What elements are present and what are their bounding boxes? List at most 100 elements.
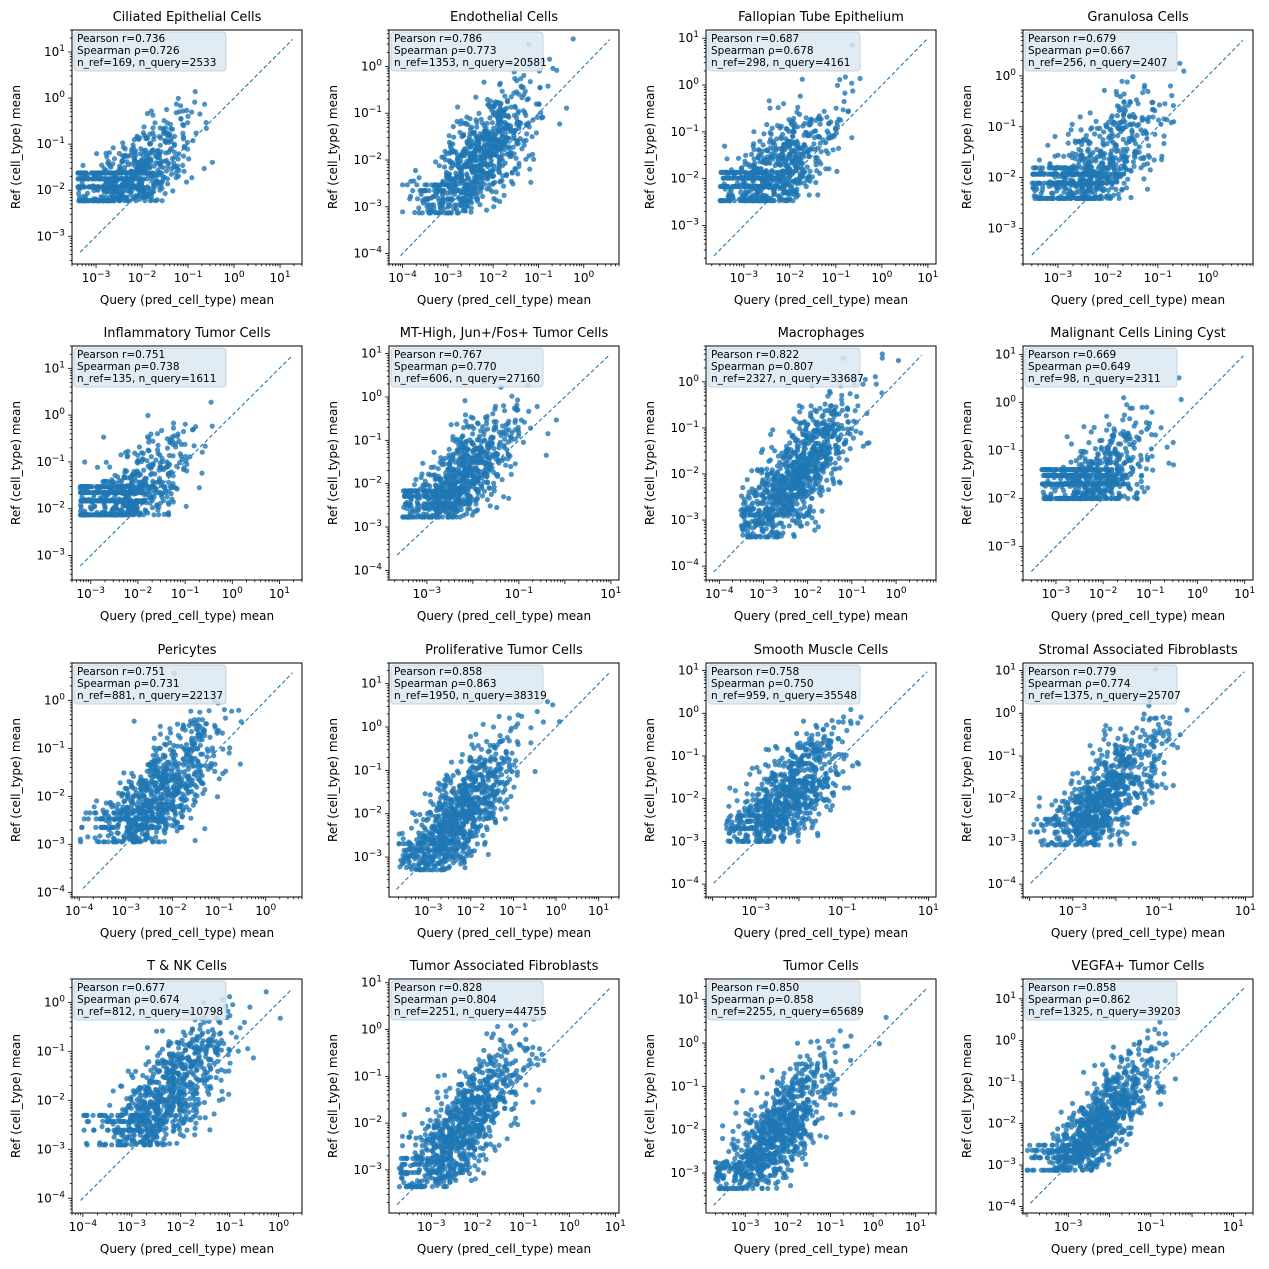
data-point	[775, 105, 781, 111]
data-point	[512, 461, 518, 467]
data-point	[497, 439, 503, 445]
data-point	[150, 461, 156, 467]
data-point	[1171, 119, 1177, 125]
data-point	[407, 492, 413, 498]
data-point	[737, 169, 743, 175]
data-point	[502, 93, 508, 99]
data-point	[100, 483, 106, 490]
data-point	[1145, 118, 1151, 125]
data-point	[770, 140, 776, 146]
data-point	[813, 162, 819, 168]
data-point	[511, 151, 517, 157]
data-point	[469, 512, 475, 518]
data-point	[192, 89, 198, 95]
data-point	[129, 501, 135, 507]
data-point	[516, 163, 522, 169]
data-point	[1052, 133, 1058, 140]
data-point	[797, 409, 803, 415]
data-point	[106, 512, 112, 518]
data-point	[474, 507, 481, 513]
data-point	[1152, 131, 1158, 137]
data-point	[464, 438, 470, 445]
data-point	[144, 434, 151, 440]
data-point	[470, 431, 476, 437]
data-point	[760, 169, 766, 175]
data-point	[749, 175, 756, 181]
data-point	[178, 116, 184, 122]
data-point	[435, 187, 441, 193]
data-point	[170, 473, 176, 479]
data-point	[87, 512, 93, 518]
data-point	[530, 117, 536, 123]
data-point	[491, 484, 497, 490]
data-point	[741, 175, 747, 181]
data-point	[208, 399, 214, 405]
data-point	[209, 423, 215, 429]
data-point	[1104, 174, 1110, 180]
data-point	[122, 152, 128, 158]
data-point	[806, 192, 812, 198]
data-point	[789, 160, 795, 166]
data-point	[483, 414, 489, 420]
data-point	[180, 162, 186, 168]
data-point	[404, 505, 410, 512]
data-point	[511, 132, 517, 138]
data-point	[480, 193, 486, 199]
data-point	[437, 182, 443, 188]
data-point	[557, 121, 563, 127]
data-point	[164, 176, 171, 182]
data-point	[184, 468, 190, 474]
data-point	[511, 112, 518, 118]
data-point	[445, 171, 451, 177]
data-point	[462, 163, 468, 169]
data-point	[126, 176, 132, 182]
data-point	[1078, 148, 1084, 154]
data-point	[101, 166, 107, 172]
data-point	[543, 452, 549, 458]
data-point	[521, 142, 527, 148]
data-point	[115, 474, 121, 480]
data-point	[1113, 186, 1119, 192]
data-point	[1121, 157, 1127, 163]
data-point	[514, 121, 520, 127]
data-point	[192, 99, 198, 105]
data-point	[1134, 132, 1140, 138]
y-tick-label: 10−1	[353, 432, 382, 447]
data-point	[820, 137, 826, 143]
data-point	[771, 150, 777, 157]
y-tick-label: 10−3	[987, 220, 1016, 235]
data-point	[474, 447, 480, 453]
data-point	[794, 186, 800, 192]
data-point	[474, 488, 480, 494]
data-point	[1069, 178, 1076, 184]
scatter-points	[77, 399, 215, 518]
data-point	[421, 505, 427, 512]
data-point	[170, 481, 176, 487]
data-point	[512, 75, 518, 82]
data-point	[476, 110, 482, 116]
y-tick-label: 100	[361, 389, 382, 404]
data-point	[165, 163, 171, 169]
data-point	[415, 511, 421, 518]
data-point	[159, 158, 165, 164]
data-point	[490, 411, 496, 417]
data-point	[76, 191, 82, 197]
data-point	[1095, 165, 1101, 171]
data-point	[94, 464, 101, 470]
data-point	[458, 203, 465, 209]
data-point	[770, 427, 776, 433]
data-point	[721, 183, 727, 190]
data-point	[124, 198, 130, 204]
data-point	[1124, 185, 1130, 191]
data-point	[516, 125, 522, 131]
data-point	[102, 510, 108, 516]
data-point	[511, 90, 517, 96]
data-point	[1029, 180, 1035, 186]
data-point	[515, 171, 521, 177]
data-point	[1118, 150, 1124, 156]
data-point	[463, 476, 469, 482]
data-point	[155, 442, 161, 448]
data-point	[209, 159, 215, 165]
data-point	[477, 154, 483, 160]
data-point	[465, 506, 471, 512]
